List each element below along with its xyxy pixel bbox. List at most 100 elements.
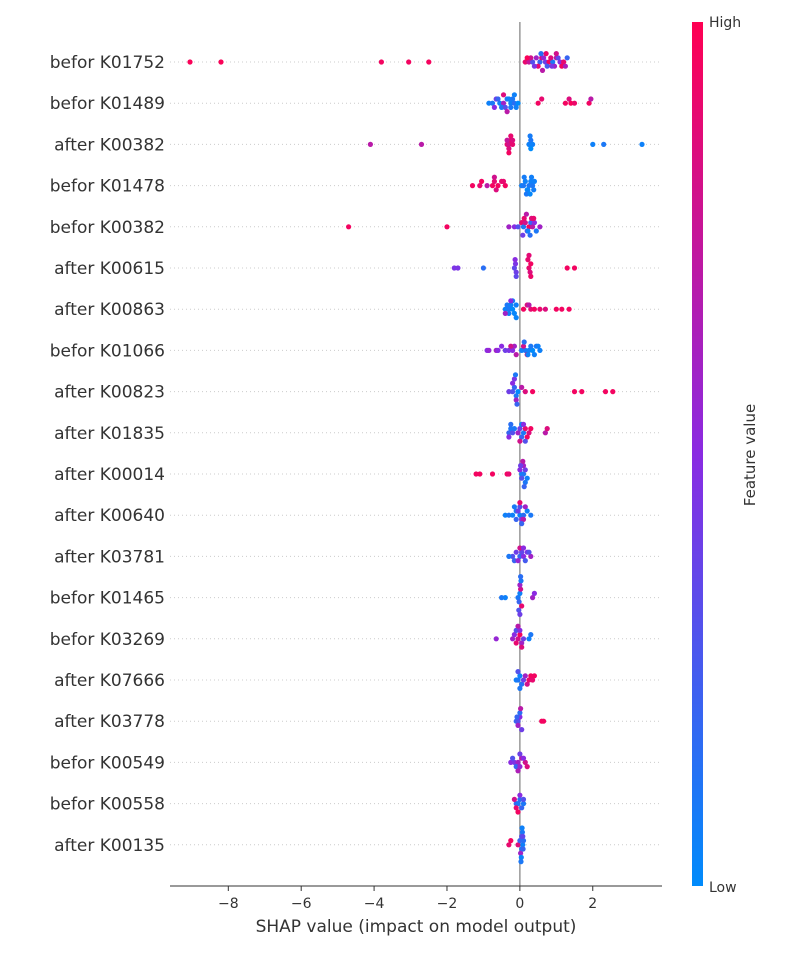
shap-point <box>566 96 572 102</box>
shap-point <box>533 55 539 61</box>
feature-label: befor K01752 <box>50 53 165 73</box>
shap-point <box>522 389 528 395</box>
shap-point <box>502 347 508 353</box>
shap-point <box>489 471 496 477</box>
x-tick-label: −6 <box>291 896 312 912</box>
feature-label: befor K00382 <box>50 218 165 238</box>
shap-point <box>515 623 521 629</box>
shap-point <box>564 55 570 61</box>
shap-point <box>519 475 525 481</box>
shap-point <box>531 352 538 358</box>
shap-point <box>406 59 412 65</box>
shap-point <box>539 96 545 102</box>
shap-point <box>502 306 508 312</box>
shap-point <box>520 838 527 844</box>
shap-point <box>515 718 521 724</box>
shap-point <box>522 347 528 353</box>
shap-point <box>522 438 528 444</box>
shap-point <box>519 603 525 609</box>
shap-point <box>590 141 596 147</box>
shap-point <box>517 467 523 473</box>
shap-point <box>568 100 574 106</box>
shap-point <box>509 636 516 642</box>
shap-point <box>504 109 510 115</box>
shap-point <box>506 224 512 230</box>
shap-point <box>499 343 505 349</box>
row-guides <box>170 61 662 846</box>
shap-point <box>520 421 527 427</box>
shap-point <box>530 389 536 395</box>
shap-point <box>514 714 520 720</box>
feature-label: after K00382 <box>54 135 165 155</box>
shap-point <box>515 722 521 729</box>
shap-point <box>426 59 432 65</box>
shap-point <box>518 706 524 712</box>
shap-point <box>515 595 521 601</box>
shap-point <box>519 220 525 226</box>
shap-point <box>509 347 516 353</box>
shap-point <box>610 389 616 395</box>
shap-point <box>513 805 519 811</box>
shap-point <box>528 343 534 349</box>
feature-label: after K03781 <box>54 547 165 567</box>
shap-point <box>499 595 505 601</box>
shap-point <box>486 100 492 106</box>
shap-point <box>526 549 532 555</box>
shap-point <box>571 100 578 106</box>
feature-label: befor K00558 <box>50 795 165 815</box>
shap-point <box>495 96 501 102</box>
shap-point <box>528 137 534 143</box>
shap-point <box>509 512 516 518</box>
shap-point <box>566 306 572 312</box>
shap-point <box>500 92 507 98</box>
shap-point <box>511 796 517 803</box>
shap-point <box>511 558 517 564</box>
shap-point <box>557 59 563 65</box>
shap-point <box>530 347 536 353</box>
shap-point <box>525 187 531 193</box>
shap-point <box>187 59 193 65</box>
shap-point <box>528 632 534 638</box>
shap-point <box>517 673 523 679</box>
shap-point <box>513 315 519 321</box>
shap-point <box>533 228 539 234</box>
shap-point <box>517 545 523 551</box>
shap-point <box>526 430 532 436</box>
shap-point <box>530 677 536 683</box>
shap-point <box>506 141 512 147</box>
shap-point <box>513 104 519 110</box>
shap-point <box>524 764 530 770</box>
shap-point <box>506 842 512 848</box>
shap-point <box>559 63 565 69</box>
shap-point <box>515 224 521 230</box>
shap-point <box>541 718 547 724</box>
shap-point <box>517 685 523 692</box>
shap-point <box>528 146 534 152</box>
shap-point <box>541 55 547 61</box>
shap-point <box>520 343 527 349</box>
shap-point <box>528 174 535 180</box>
shap-point <box>562 63 569 69</box>
feature-label: after K00615 <box>54 259 165 279</box>
shap-point <box>519 644 525 650</box>
shap-point <box>508 759 514 766</box>
shap-point <box>509 96 516 102</box>
shap-point <box>515 508 521 514</box>
shap-point <box>378 59 384 65</box>
shap-point <box>530 224 536 230</box>
shap-point <box>539 67 546 73</box>
shap-point <box>531 220 538 226</box>
shap-point <box>519 727 525 733</box>
shap-point <box>508 133 514 139</box>
shap-point <box>586 100 592 106</box>
shap-point <box>530 141 536 147</box>
shap-point <box>520 846 526 852</box>
shap-point <box>489 183 496 189</box>
shap-point <box>517 838 523 844</box>
shap-point <box>500 100 507 106</box>
shap-point <box>639 141 645 147</box>
shap-point <box>531 215 537 221</box>
shap-point <box>526 636 532 642</box>
shap-point <box>515 389 521 395</box>
shap-point <box>520 516 527 523</box>
